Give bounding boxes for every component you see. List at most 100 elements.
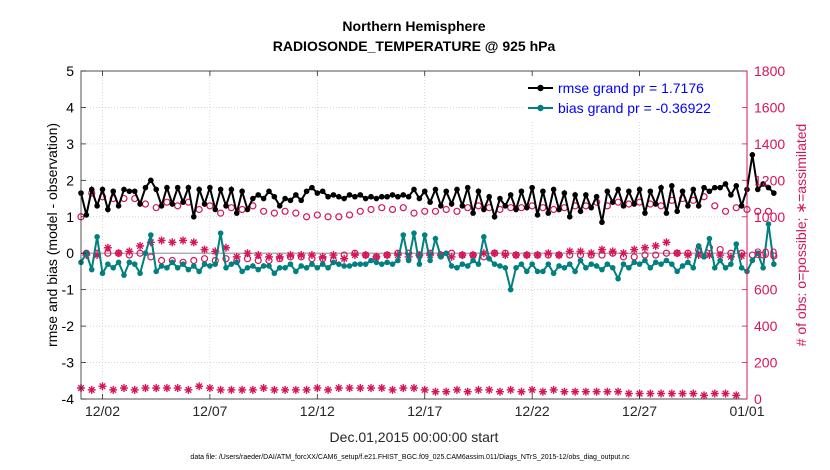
- obs-assimilated-point: [732, 391, 741, 400]
- asterisk-stroke: [518, 388, 525, 396]
- bias-point: [174, 265, 181, 271]
- obs-assimilated-point: [307, 251, 316, 260]
- rmse-point: [728, 192, 734, 198]
- rmse-point: [432, 186, 439, 193]
- left-axis-ticks: -4 -3 -2 -1 0 1 2 3 4 5: [62, 63, 86, 407]
- x-tick-label: 12/07: [192, 403, 227, 419]
- obs-assimilated-point: [227, 385, 236, 394]
- asterisk-stroke: [410, 384, 418, 392]
- rmse-point: [325, 193, 331, 200]
- bias-point: [454, 265, 460, 271]
- obs-assimilated-point: [270, 385, 279, 394]
- obs-assimilated-point: [238, 385, 247, 394]
- rmse-point: [561, 190, 568, 196]
- bias-point: [126, 259, 133, 266]
- legend-bias-marker: [537, 104, 544, 112]
- rmse-point: [142, 184, 149, 191]
- asterisk-stroke: [373, 253, 380, 261]
- x-tick-label: 12/12: [300, 403, 335, 419]
- obs-assimilated-point: [614, 387, 623, 396]
- rmse-point: [336, 193, 342, 200]
- obs-possible-point: [152, 204, 160, 212]
- bias-point: [749, 257, 756, 264]
- rmse-point: [588, 204, 595, 211]
- obs-possible-point: [260, 207, 268, 215]
- asterisk-stroke: [330, 251, 337, 259]
- bias-point: [416, 261, 423, 267]
- bias-point: [486, 255, 492, 262]
- obs-possible-point: [442, 205, 450, 214]
- asterisk-stroke: [99, 382, 106, 390]
- asterisk-stroke: [217, 386, 224, 394]
- series-group: [77, 152, 778, 400]
- obs-possible-point: [281, 207, 289, 215]
- obs-assimilated-point: [232, 252, 241, 261]
- bias-point: [427, 257, 433, 264]
- rmse-point: [550, 186, 557, 193]
- asterisk-stroke: [668, 390, 676, 397]
- bias-point: [325, 265, 331, 271]
- obs-possible-point: [754, 207, 762, 215]
- bias-point: [561, 265, 568, 271]
- asterisk-stroke: [136, 242, 144, 250]
- rmse-point: [105, 206, 111, 213]
- bias-point: [153, 268, 159, 275]
- obs-assimilated-point: [721, 389, 730, 398]
- obs-assimilated-point: [474, 385, 483, 394]
- asterisk-stroke: [722, 390, 729, 397]
- bias-point: [207, 263, 213, 269]
- rmse-point: [148, 177, 154, 184]
- obs-assimilated-point: [291, 385, 300, 394]
- asterisk-stroke: [238, 386, 246, 394]
- obs-assimilated-point: [98, 382, 107, 391]
- y-left-tick-label: -1: [62, 282, 75, 298]
- obs-assimilated-point: [173, 384, 182, 393]
- rmse-point: [185, 184, 192, 191]
- rmse-point: [357, 192, 364, 198]
- asterisk-stroke: [732, 392, 740, 399]
- rmse-point: [679, 188, 686, 195]
- bias-point: [464, 263, 471, 269]
- rmse-point: [577, 208, 584, 215]
- bias-point: [711, 265, 718, 271]
- obs-assimilated-point: [657, 389, 666, 398]
- asterisk-stroke: [249, 386, 257, 394]
- rmse-point: [497, 195, 503, 202]
- obs-possible-point: [721, 207, 730, 215]
- asterisk-stroke: [399, 384, 407, 392]
- asterisk-stroke: [453, 386, 461, 394]
- obs-assimilated-point: [452, 385, 461, 394]
- bias-point: [722, 265, 729, 271]
- y-right-tick-label: 1600: [754, 99, 785, 115]
- rmse-point: [738, 203, 745, 209]
- asterisk-stroke: [120, 384, 128, 392]
- obs-assimilated-point: [377, 384, 386, 393]
- obs-assimilated-point: [624, 389, 633, 398]
- footnote: data file: /Users/raeder/DAI/ATM_forcXX/…: [190, 454, 630, 461]
- obs-assimilated-point: [130, 385, 139, 394]
- obs-assimilated-point: [420, 385, 429, 394]
- bias-point: [395, 257, 401, 264]
- obs-assimilated-point: [334, 384, 343, 393]
- asterisk-stroke: [459, 251, 466, 259]
- bias-point: [475, 261, 482, 267]
- obs-possible-point: [163, 198, 171, 206]
- obs-assimilated-point: [372, 252, 381, 261]
- asterisk-stroke: [88, 386, 96, 394]
- rmse-point: [83, 212, 90, 218]
- bias-point: [738, 265, 745, 271]
- legend: rmse grand pr = 1.7176 bias grand pr = -…: [524, 77, 742, 121]
- asterisk-stroke: [566, 248, 574, 255]
- obs-possible-point: [507, 204, 515, 212]
- asterisk-stroke: [544, 249, 552, 257]
- rmse-point: [131, 188, 138, 195]
- chart-subtitle: RADIOSONDE_TEMPERATURE @ 925 hPa: [273, 38, 556, 54]
- bias-point: [550, 270, 557, 277]
- obs-assimilated-point: [431, 387, 440, 396]
- obs-possible-point: [388, 205, 397, 214]
- rmse-point: [529, 184, 535, 191]
- asterisk-stroke: [539, 388, 547, 396]
- obs-assimilated-point: [179, 236, 188, 245]
- asterisk-stroke: [104, 244, 112, 252]
- asterisk-stroke: [673, 249, 681, 257]
